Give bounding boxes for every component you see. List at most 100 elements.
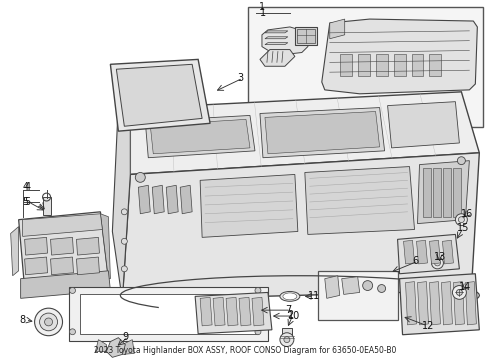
Polygon shape [429,282,441,325]
Text: 9: 9 [122,332,128,342]
Polygon shape [11,226,19,276]
Polygon shape [76,237,99,255]
Bar [295,27,317,45]
Polygon shape [342,277,360,294]
Polygon shape [116,64,202,126]
Bar [393,54,406,76]
Polygon shape [265,112,380,154]
Circle shape [255,329,261,335]
Circle shape [70,288,75,293]
Polygon shape [417,161,469,224]
Polygon shape [180,185,192,214]
Circle shape [122,209,127,215]
Polygon shape [138,185,150,214]
Bar [43,197,50,215]
Polygon shape [442,240,453,264]
Text: 3: 3 [237,73,243,83]
Polygon shape [417,282,428,325]
Polygon shape [122,153,479,300]
Bar [80,294,258,334]
Polygon shape [239,297,251,326]
Bar [282,328,292,336]
Polygon shape [200,175,298,237]
Circle shape [255,288,261,293]
Bar [443,167,451,217]
Text: 4: 4 [23,182,29,192]
Text: 4: 4 [24,182,31,192]
Ellipse shape [283,293,297,300]
Polygon shape [112,104,130,300]
Circle shape [45,318,52,326]
Polygon shape [50,237,74,255]
Polygon shape [226,297,238,326]
Polygon shape [130,92,479,175]
Bar [340,54,352,76]
Bar [453,167,462,217]
Polygon shape [100,214,110,279]
Polygon shape [96,339,106,351]
Polygon shape [397,234,460,274]
Polygon shape [166,185,178,214]
Text: 1: 1 [259,2,265,12]
Polygon shape [213,297,225,326]
Bar [248,7,483,127]
Polygon shape [200,297,212,326]
Polygon shape [453,282,465,325]
Circle shape [122,238,127,244]
Bar [412,54,423,76]
Polygon shape [388,102,460,148]
Text: 10: 10 [288,311,300,321]
Bar [297,29,315,43]
Polygon shape [152,185,164,214]
Polygon shape [24,237,48,255]
Circle shape [70,329,75,335]
Circle shape [280,333,294,347]
Bar [429,54,441,76]
Polygon shape [21,271,110,298]
Circle shape [122,266,127,272]
Circle shape [457,157,465,165]
Polygon shape [106,338,125,357]
Polygon shape [441,282,452,325]
Text: 12: 12 [421,321,434,331]
Polygon shape [325,276,340,298]
Text: 1: 1 [260,8,266,18]
Text: 7: 7 [285,305,291,315]
Text: 6: 6 [413,256,418,266]
Text: 2: 2 [287,310,293,320]
Polygon shape [305,167,415,234]
Bar [376,54,388,76]
Circle shape [455,214,467,226]
Polygon shape [466,282,476,325]
Bar [69,287,268,341]
Bar [423,167,432,217]
Circle shape [432,257,443,269]
Text: 13: 13 [434,252,446,262]
Polygon shape [122,339,134,354]
Polygon shape [330,19,345,39]
Circle shape [452,285,466,299]
Text: 5: 5 [24,197,31,207]
Polygon shape [265,37,288,39]
Polygon shape [50,257,74,275]
Polygon shape [406,282,416,325]
Ellipse shape [280,292,300,301]
Bar [358,54,369,76]
Polygon shape [252,297,264,326]
Bar [318,271,397,320]
Polygon shape [23,214,102,237]
Circle shape [456,289,463,296]
Polygon shape [76,257,99,275]
Polygon shape [145,116,255,158]
Polygon shape [265,31,288,33]
Polygon shape [265,43,288,45]
Polygon shape [322,19,477,94]
Text: 16: 16 [462,209,474,219]
Text: 15: 15 [457,222,470,233]
Text: 14: 14 [460,282,472,292]
Polygon shape [262,27,310,54]
Text: 2023 Toyota Highlander BOX ASSY, ROOF CONSO Diagram for 63650-0EA50-B0: 2023 Toyota Highlander BOX ASSY, ROOF CO… [94,346,396,355]
Polygon shape [195,292,272,334]
Circle shape [378,284,386,292]
Circle shape [135,172,145,182]
